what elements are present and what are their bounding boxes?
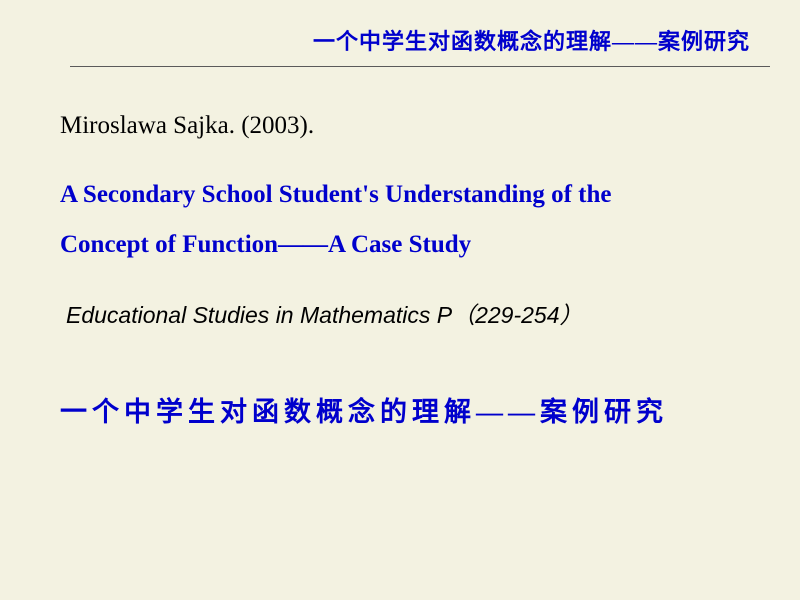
chinese-title: 一个中学生对函数概念的理解——案例研究 [60,390,760,429]
slide: 一个中学生对函数概念的理解——案例研究 Miroslawa Sajka. (20… [0,0,800,600]
slide-content: Miroslawa Sajka. (2003). A Secondary Sch… [50,67,760,429]
journal-text: Educational Studies in Mathematics P（229… [66,302,583,328]
slide-header: 一个中学生对函数概念的理解——案例研究 [50,20,760,56]
header-title: 一个中学生对函数概念的理解——案例研究 [313,29,750,54]
english-title: A Secondary School Student's Understandi… [60,170,760,270]
english-title-line1: A Secondary School Student's Understandi… [60,181,611,208]
english-title-line2: Concept of Function——A Case Study [60,231,471,258]
author-citation: Miroslawa Sajka. (2003). [60,112,760,140]
journal-reference: Educational Studies in Mathematics P（229… [60,296,760,330]
